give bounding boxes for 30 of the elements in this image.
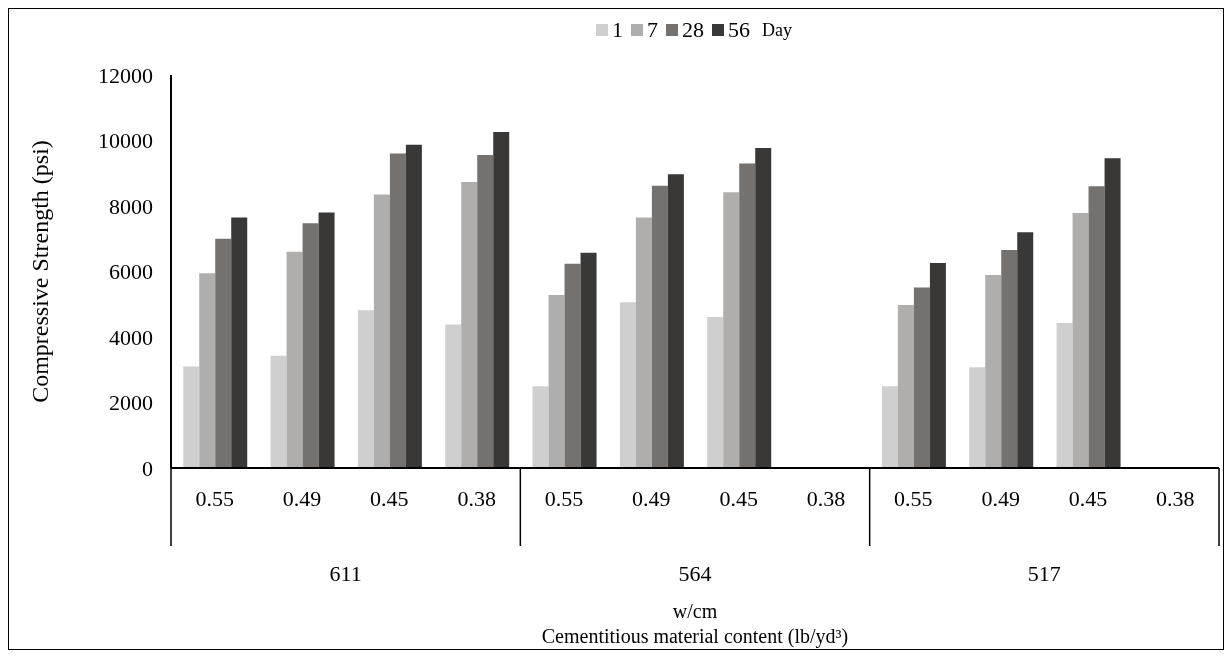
y-tick-label: 4000 — [109, 324, 153, 350]
x-tick-label: 0.55 — [894, 486, 933, 511]
y-axis-title: Compressive Strength (psi) — [26, 140, 53, 403]
legend-title: Day — [762, 19, 792, 41]
x-tick-label: 0.45 — [719, 486, 758, 511]
x-axis-title: w/cm — [672, 600, 718, 622]
legend-label: 1 — [612, 17, 623, 43]
text: 611 — [329, 561, 362, 586]
x-tick-label: 0.55 — [544, 486, 584, 511]
text: 517 — [1027, 561, 1061, 586]
y-tick-label: 12000 — [98, 62, 153, 88]
x-tick-label: 0.38 — [1156, 486, 1195, 511]
x-tick-label: 0.55 — [195, 486, 234, 511]
legend-label: 7 — [647, 17, 658, 43]
x-tick-label: 0.38 — [806, 486, 846, 511]
x-tick-label: 0.49 — [981, 486, 1020, 511]
y-tick-label: 8000 — [109, 193, 153, 219]
x-tick-label: 0.49 — [632, 486, 671, 511]
x-tick-label: 0.45 — [1068, 486, 1108, 511]
x-tick-label: 0.38 — [457, 486, 496, 511]
y-tick-label: 0 — [142, 455, 153, 481]
y-tick-label: 10000 — [98, 128, 153, 154]
x-tick-label: 0.45 — [370, 486, 409, 511]
text: 564 — [678, 561, 712, 586]
text: Cementitious material content (lb/yd³) — [541, 625, 849, 648]
legend-label: 28 — [682, 17, 704, 43]
legend-label: 56 — [728, 17, 750, 43]
y-tick-label: 2000 — [109, 390, 153, 416]
y-tick-label: 6000 — [109, 259, 153, 285]
x-tick-label: 0.49 — [282, 486, 322, 511]
